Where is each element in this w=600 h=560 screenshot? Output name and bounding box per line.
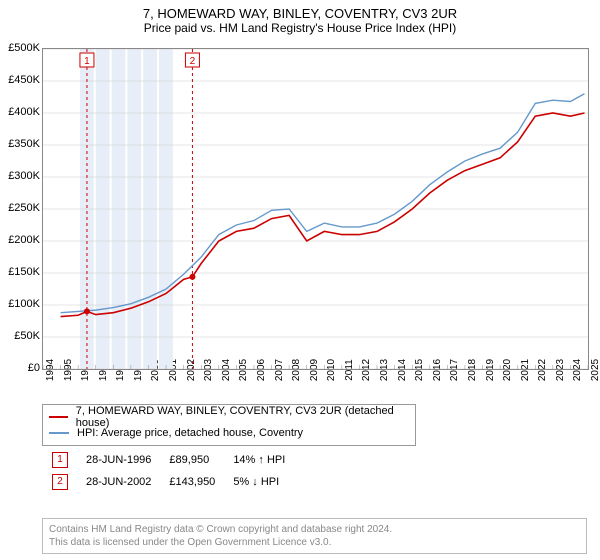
marker-date: 28-JUN-2002 [78, 472, 159, 492]
table-row: 1 28-JUN-1996 £89,950 14% ↑ HPI [44, 450, 293, 470]
chart-subtitle: Price paid vs. HM Land Registry's House … [0, 21, 600, 35]
x-tick-label: 2025 [590, 359, 600, 381]
marker-date: 28-JUN-1996 [78, 450, 159, 470]
plot-svg: 12 [43, 49, 588, 369]
marker-delta: 14% ↑ HPI [225, 450, 293, 470]
marker-price: £89,950 [161, 450, 223, 470]
svg-text:2: 2 [190, 56, 196, 67]
legend-item: 7, HOMEWARD WAY, BINLEY, COVENTRY, CV3 2… [49, 409, 409, 425]
y-tick-label: £200K [8, 234, 40, 246]
y-tick-label: £250K [8, 202, 40, 214]
plot-area: 12 [42, 48, 589, 370]
y-tick-label: £150K [8, 266, 40, 278]
attribution-line: Contains HM Land Registry data © Crown c… [49, 523, 580, 536]
attribution: Contains HM Land Registry data © Crown c… [42, 518, 587, 554]
y-tick-label: £400K [8, 106, 40, 118]
table-row: 2 28-JUN-2002 £143,950 5% ↓ HPI [44, 472, 293, 492]
legend-label: 7, HOMEWARD WAY, BINLEY, COVENTRY, CV3 2… [76, 405, 409, 429]
svg-text:1: 1 [84, 56, 90, 67]
title-block: 7, HOMEWARD WAY, BINLEY, COVENTRY, CV3 2… [0, 0, 600, 35]
y-tick-label: £300K [8, 170, 40, 182]
legend: 7, HOMEWARD WAY, BINLEY, COVENTRY, CV3 2… [42, 404, 416, 446]
y-tick-label: £100K [8, 298, 40, 310]
y-tick-label: £50K [14, 330, 40, 342]
marker-badge: 1 [52, 452, 68, 468]
legend-label: HPI: Average price, detached house, Cove… [77, 427, 303, 439]
chart-title: 7, HOMEWARD WAY, BINLEY, COVENTRY, CV3 2… [0, 6, 600, 21]
markers-table: 1 28-JUN-1996 £89,950 14% ↑ HPI 2 28-JUN… [42, 448, 295, 494]
legend-swatch [49, 432, 69, 434]
attribution-line: This data is licensed under the Open Gov… [49, 536, 580, 549]
chart-container: 7, HOMEWARD WAY, BINLEY, COVENTRY, CV3 2… [0, 0, 600, 560]
marker-price: £143,950 [161, 472, 223, 492]
y-tick-label: £500K [8, 42, 40, 54]
y-tick-label: £350K [8, 138, 40, 150]
marker-delta: 5% ↓ HPI [225, 472, 293, 492]
marker-badge: 2 [52, 474, 68, 490]
y-tick-label: £450K [8, 74, 40, 86]
legend-swatch [49, 416, 68, 418]
y-tick-label: £0 [28, 362, 40, 374]
